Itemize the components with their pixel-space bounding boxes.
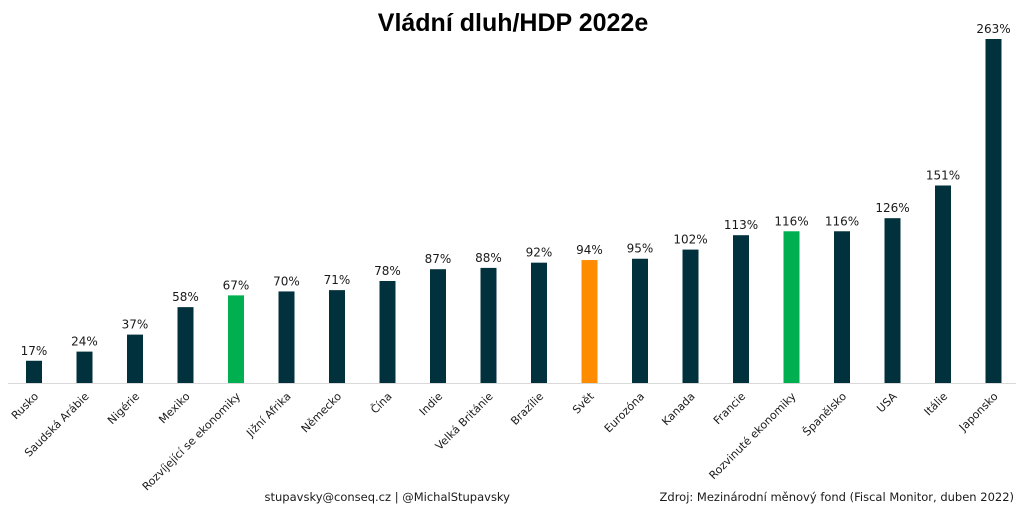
bar-16: [834, 231, 850, 383]
category-label: Španělsko: [800, 390, 849, 439]
value-label: 24%: [71, 335, 98, 349]
value-label: 126%: [875, 201, 909, 215]
bar-8: [430, 269, 446, 383]
value-label: 102%: [673, 233, 707, 247]
value-label: 116%: [825, 214, 859, 228]
value-label: 58%: [172, 290, 199, 304]
bar-14: [733, 235, 749, 383]
value-label: 71%: [324, 273, 351, 287]
value-label: 113%: [724, 218, 758, 232]
category-label: Jižní Afrika: [243, 390, 293, 440]
bar-4: [228, 295, 244, 383]
category-label: Kanada: [659, 390, 697, 428]
value-label: 116%: [774, 214, 808, 228]
category-label: USA: [874, 390, 900, 416]
bar-group: [26, 39, 1002, 383]
bar-2: [127, 334, 143, 383]
category-label: Brazílie: [508, 390, 546, 428]
bar-19: [985, 39, 1002, 383]
category-label: Indie: [417, 390, 445, 418]
value-label: 37%: [122, 318, 149, 332]
category-label: Rozvíjející se ekonomiky: [140, 390, 244, 494]
footer-source: Zdroj: Mezinárodní měnový fond (Fiscal M…: [660, 490, 1014, 504]
value-label: 94%: [576, 243, 603, 257]
footer-contact: stupavsky@conseq.cz | @MichalStupavsky: [265, 490, 511, 504]
bar-7: [379, 280, 396, 383]
category-label: Itálie: [922, 390, 951, 419]
bar-11: [581, 260, 598, 383]
value-label: 78%: [374, 264, 401, 278]
bar-18: [935, 185, 951, 383]
chart-title: Vládní dluh/HDP 2022e: [378, 9, 649, 37]
value-label: 17%: [21, 344, 48, 358]
category-label: Japonsko: [956, 390, 1001, 435]
value-label: 70%: [273, 274, 300, 288]
bar-13: [682, 249, 699, 383]
value-label: 95%: [627, 242, 654, 256]
category-label: Svět: [570, 389, 597, 416]
category-label: Nigérie: [105, 390, 142, 427]
bar-17: [884, 218, 901, 383]
value-label: 263%: [976, 22, 1010, 36]
bar-5: [278, 291, 295, 383]
bar-6: [329, 290, 345, 383]
bar-15: [783, 231, 800, 383]
bar-9: [480, 267, 497, 383]
category-label: Rusko: [9, 390, 41, 422]
category-label: Čína: [368, 390, 394, 416]
category-label: Rozvinuté ekonomiky: [707, 390, 799, 482]
value-label: 92%: [526, 246, 553, 260]
bar-0: [26, 360, 42, 383]
category-label: Německo: [299, 390, 345, 436]
bar-1: [76, 351, 93, 383]
bar-10: [531, 262, 547, 383]
value-label: 151%: [926, 168, 960, 182]
value-label-group: 17% 24% 37% 58% 67% 70% 71% 78% 87% 88% 92% 94% 95% 1…: [21, 22, 1011, 358]
category-label: Eurozóna: [602, 390, 647, 435]
bar-3: [177, 307, 194, 383]
category-label: Mexiko: [156, 390, 192, 426]
value-label: 87%: [425, 252, 452, 266]
value-label: 88%: [475, 251, 502, 265]
category-label: Francie: [711, 390, 748, 427]
value-label: 67%: [223, 278, 250, 292]
bar-12: [632, 258, 648, 383]
